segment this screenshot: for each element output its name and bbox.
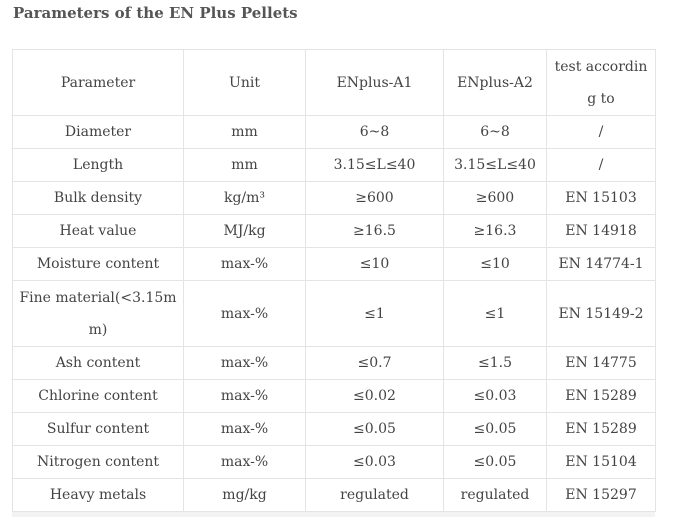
header-enplus-a2: ENplus-A2 [443, 49, 547, 116]
cell-unit: mg/kg [183, 478, 306, 512]
cell-unit: mm [183, 115, 306, 149]
cell-a2: 3.15≤L≤40 [443, 148, 547, 182]
cell-parameter: Heavy metals [12, 478, 184, 512]
cell-a2: ≤0.05 [443, 445, 547, 479]
cell-a2: 6~8 [443, 115, 547, 149]
table-row: Ash content max-% ≤0.7 ≤1.5 EN 14775 [12, 346, 656, 380]
cell-parameter: Heat value [12, 214, 184, 248]
table-row: Moisture content max-% ≤10 ≤10 EN 14774-… [12, 247, 656, 281]
table-row: Diameter mm 6~8 6~8 / [12, 115, 656, 149]
cell-unit: mm [183, 148, 306, 182]
cell-test: EN 15289 [546, 379, 656, 413]
cell-test: / [546, 148, 656, 182]
table-row: Bulk density kg/m³ ≥600 ≥600 EN 15103 [12, 181, 656, 215]
cell-unit: max-% [183, 346, 306, 380]
cell-parameter: Sulfur content [12, 412, 184, 446]
cell-unit: max-% [183, 280, 306, 347]
cell-unit: max-% [183, 379, 306, 413]
parameters-table: Parameter Unit ENplus-A1 ENplus-A2 test … [12, 49, 656, 512]
page-title: Parameters of the EN Plus Pellets [13, 4, 298, 22]
cell-parameter: Ash content [12, 346, 184, 380]
cell-parameter: Chlorine content [12, 379, 184, 413]
cell-a1: ≤10 [305, 247, 444, 281]
cell-parameter: Fine material(<3.15mm) [12, 280, 184, 347]
cell-parameter: Length [12, 148, 184, 182]
cell-unit: max-% [183, 412, 306, 446]
cell-a2: ≤0.05 [443, 412, 547, 446]
cell-test: EN 15297 [546, 478, 656, 512]
cell-a2: regulated [443, 478, 547, 512]
table-row: Nitrogen content max-% ≤0.03 ≤0.05 EN 15… [12, 445, 656, 479]
cell-a1: ≥16.5 [305, 214, 444, 248]
header-enplus-a1: ENplus-A1 [305, 49, 444, 116]
cell-parameter: Diameter [12, 115, 184, 149]
cell-parameter: Moisture content [12, 247, 184, 281]
cell-unit: max-% [183, 445, 306, 479]
cell-a2: ≤1.5 [443, 346, 547, 380]
cell-test: / [546, 115, 656, 149]
cell-test: EN 14918 [546, 214, 656, 248]
cell-a2: ≤0.03 [443, 379, 547, 413]
cell-a1: ≤1 [305, 280, 444, 347]
cell-test: EN 15149-2 [546, 280, 656, 347]
table-row: Length mm 3.15≤L≤40 3.15≤L≤40 / [12, 148, 656, 182]
table-row: Fine material(<3.15mm) max-% ≤1 ≤1 EN 15… [12, 280, 656, 347]
cell-a1: 6~8 [305, 115, 444, 149]
cell-a2: ≤10 [443, 247, 547, 281]
cell-a2: ≥600 [443, 181, 547, 215]
horizontal-scrollbar[interactable] [12, 511, 655, 517]
header-test-according-to: test according to [546, 49, 656, 116]
header-parameter: Parameter [12, 49, 184, 116]
cell-a1: ≤0.7 [305, 346, 444, 380]
cell-parameter: Nitrogen content [12, 445, 184, 479]
cell-test: EN 15104 [546, 445, 656, 479]
cell-unit: kg/m³ [183, 181, 306, 215]
table-row: Chlorine content max-% ≤0.02 ≤0.03 EN 15… [12, 379, 656, 413]
cell-test: EN 15103 [546, 181, 656, 215]
cell-test: EN 14774-1 [546, 247, 656, 281]
cell-a1: ≥600 [305, 181, 444, 215]
cell-parameter: Bulk density [12, 181, 184, 215]
cell-a1: ≤0.03 [305, 445, 444, 479]
cell-a1: ≤0.02 [305, 379, 444, 413]
cell-a2: ≤1 [443, 280, 547, 347]
table-row: Heat value MJ/kg ≥16.5 ≥16.3 EN 14918 [12, 214, 656, 248]
cell-unit: max-% [183, 247, 306, 281]
table-row: Heavy metals mg/kg regulated regulated E… [12, 478, 656, 512]
cell-unit: MJ/kg [183, 214, 306, 248]
table-row: Sulfur content max-% ≤0.05 ≤0.05 EN 1528… [12, 412, 656, 446]
cell-a2: ≥16.3 [443, 214, 547, 248]
cell-a1: regulated [305, 478, 444, 512]
table-header-row: Parameter Unit ENplus-A1 ENplus-A2 test … [12, 49, 656, 116]
cell-a1: 3.15≤L≤40 [305, 148, 444, 182]
header-unit: Unit [183, 49, 306, 116]
cell-test: EN 14775 [546, 346, 656, 380]
cell-test: EN 15289 [546, 412, 656, 446]
cell-a1: ≤0.05 [305, 412, 444, 446]
